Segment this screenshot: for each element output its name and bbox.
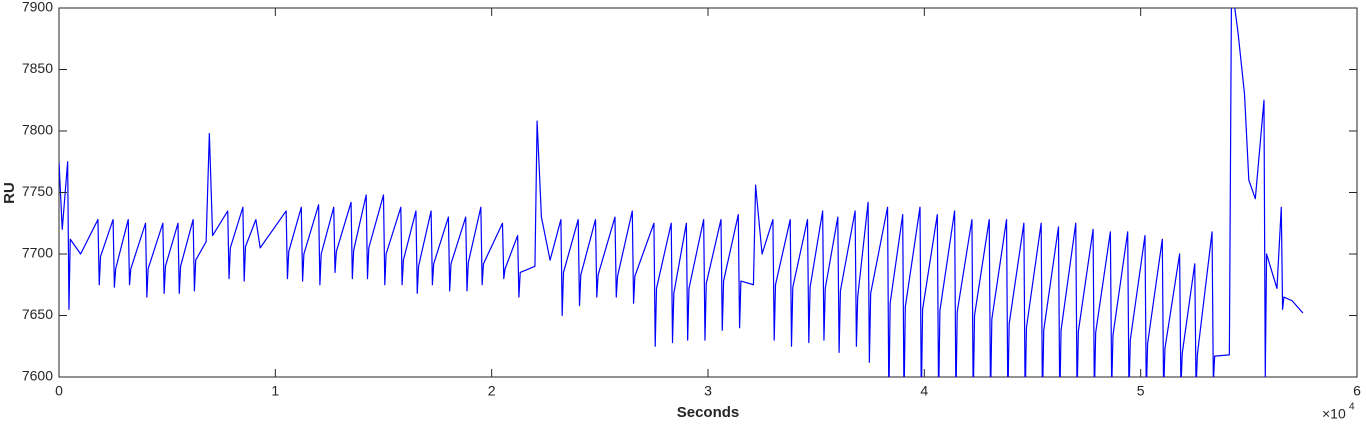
- x-tick-label: 0: [55, 383, 63, 399]
- y-tick-label: 7900: [22, 0, 53, 15]
- x-tick-label: 6: [1353, 383, 1361, 399]
- y-tick-label: 7600: [22, 368, 53, 384]
- x-tick-label: 1: [271, 383, 279, 399]
- x-tick-label: 5: [1137, 383, 1145, 399]
- y-tick-label: 7700: [22, 245, 53, 261]
- x-exponent: 4: [1349, 402, 1355, 413]
- x-tick-label: 3: [704, 383, 712, 399]
- y-axis-title: RU: [1, 182, 18, 204]
- x-multiplier: ×10: [1322, 406, 1346, 422]
- y-tick-label: 7850: [22, 60, 53, 76]
- plot-layer: [59, 8, 1304, 377]
- plot-area: [58, 7, 1358, 378]
- x-tick-label: 2: [488, 383, 496, 399]
- y-tick-label: 7800: [22, 122, 53, 138]
- x-tick-label: 4: [920, 383, 928, 399]
- data-line: [59, 8, 1304, 377]
- y-tick-label: 7650: [22, 306, 53, 322]
- x-axis-title: Seconds: [677, 404, 740, 421]
- y-tick-label: 7750: [22, 183, 53, 199]
